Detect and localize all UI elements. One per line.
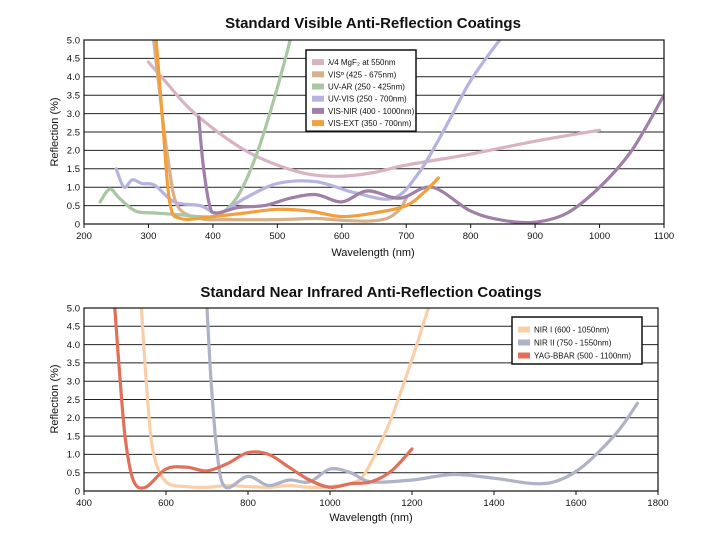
x-tick-label: 1000 [589,231,610,242]
y-tick-label: 2.5 [67,395,80,406]
y-tick-label: 0 [75,486,80,497]
y-tick-label: 5.0 [67,303,80,314]
chart-title: Standard Visible Anti-Reflection Coating… [225,15,521,32]
y-tick-label: 4.0 [67,340,80,351]
near-infrared-ar-chart: Standard Near Infrared Anti-Reflection C… [49,284,669,524]
plot-frame [83,39,665,225]
series-line [146,60,602,178]
legend-swatch [312,59,324,66]
series-line [154,40,440,221]
legend-label: NIR II (750 - 1550nm) [534,339,612,348]
x-tick-label: 400 [205,231,221,242]
y-tick-label: 0 [75,219,80,230]
x-tick-label: 800 [463,231,479,242]
y-tick-label: 4.0 [67,72,80,83]
y-tick-label: 3.0 [67,109,80,120]
legend-swatch [312,71,324,78]
y-tick-label: 2.5 [67,127,80,138]
legend-label: λ/4 MgF₂ at 550nm [328,58,396,67]
visible-ar-chart: Standard Visible Anti-Reflection Coating… [49,15,674,259]
y-tick-label: 2.0 [67,146,80,157]
chart-title: Standard Near Infrared Anti-Reflection C… [200,284,541,301]
legend: NIR I (600 - 1050nm) NIR II (750 - 1550nm… [511,316,643,365]
legend-swatch [312,95,324,102]
x-tick-label: 800 [240,498,256,509]
x-tick-label: 400 [76,498,92,509]
x-axis-label: Wavelength (nm) [329,512,412,524]
x-tick-label: 700 [398,231,414,242]
x-tick-label: 900 [527,231,543,242]
x-tick-label: 1100 [654,231,674,242]
y-tick-label: 3.5 [67,91,80,102]
x-tick-label: 500 [269,231,285,242]
legend-label: UV-VIS (250 - 700nm) [328,95,407,104]
legend-swatch [518,352,530,359]
y-tick-label: 5.0 [67,35,80,46]
x-tick-label: 600 [158,498,174,509]
legend-label: NIR I (600 - 1050nm) [534,326,609,335]
y-tick-label: 4.5 [67,322,80,333]
legend-label: VIS-NIR (400 - 1000nm) [328,107,415,116]
y-tick-label: 4.5 [67,54,80,65]
x-tick-label: 1000 [319,498,340,509]
y-tick-label: 1.0 [67,183,80,194]
x-tick-label: 200 [76,231,92,242]
legend-label: VISº (425 - 675nm) [328,70,397,79]
legend-swatch [518,326,530,333]
legend-swatch [312,83,324,90]
series-line [98,40,292,219]
x-tick-label: 1800 [647,498,668,509]
legend-label: VIS-EXT (350 - 700nm) [328,119,412,128]
series-line [152,40,408,223]
plot-frame [83,307,659,492]
x-tick-label: 1200 [401,498,422,509]
y-tick-label: 1.5 [67,431,80,442]
x-tick-label: 1400 [483,498,504,509]
series-line [113,308,414,490]
y-tick-label: 1.5 [67,164,80,175]
series-line [114,40,502,215]
legend-label: UV-AR (250 - 425nm) [328,83,405,92]
legend-label: YAG-BBAR (500 - 1100nm) [534,352,631,361]
y-tick-label: 0.5 [67,201,80,212]
x-tick-label: 600 [334,231,350,242]
x-tick-label: 300 [141,231,157,242]
x-axis-label: Wavelength (nm) [331,247,414,259]
y-axis-label: Reflection (%) [49,97,61,166]
series-line [197,93,664,224]
y-tick-label: 2.0 [67,413,80,424]
legend-swatch [312,120,324,127]
series-line [139,308,430,490]
y-tick-label: 0.5 [67,468,80,479]
y-axis-label: Reflection (%) [49,364,61,433]
legend-swatch [518,339,530,346]
x-tick-label: 1600 [565,498,586,509]
series-line [205,308,640,490]
y-tick-label: 1.0 [67,450,80,461]
y-tick-label: 3.5 [67,358,80,369]
y-tick-label: 3.0 [67,377,80,388]
legend: λ/4 MgF₂ at 550nm VISº (425 - 675nm) UV-AR… [305,49,417,132]
legend-swatch [312,107,324,114]
